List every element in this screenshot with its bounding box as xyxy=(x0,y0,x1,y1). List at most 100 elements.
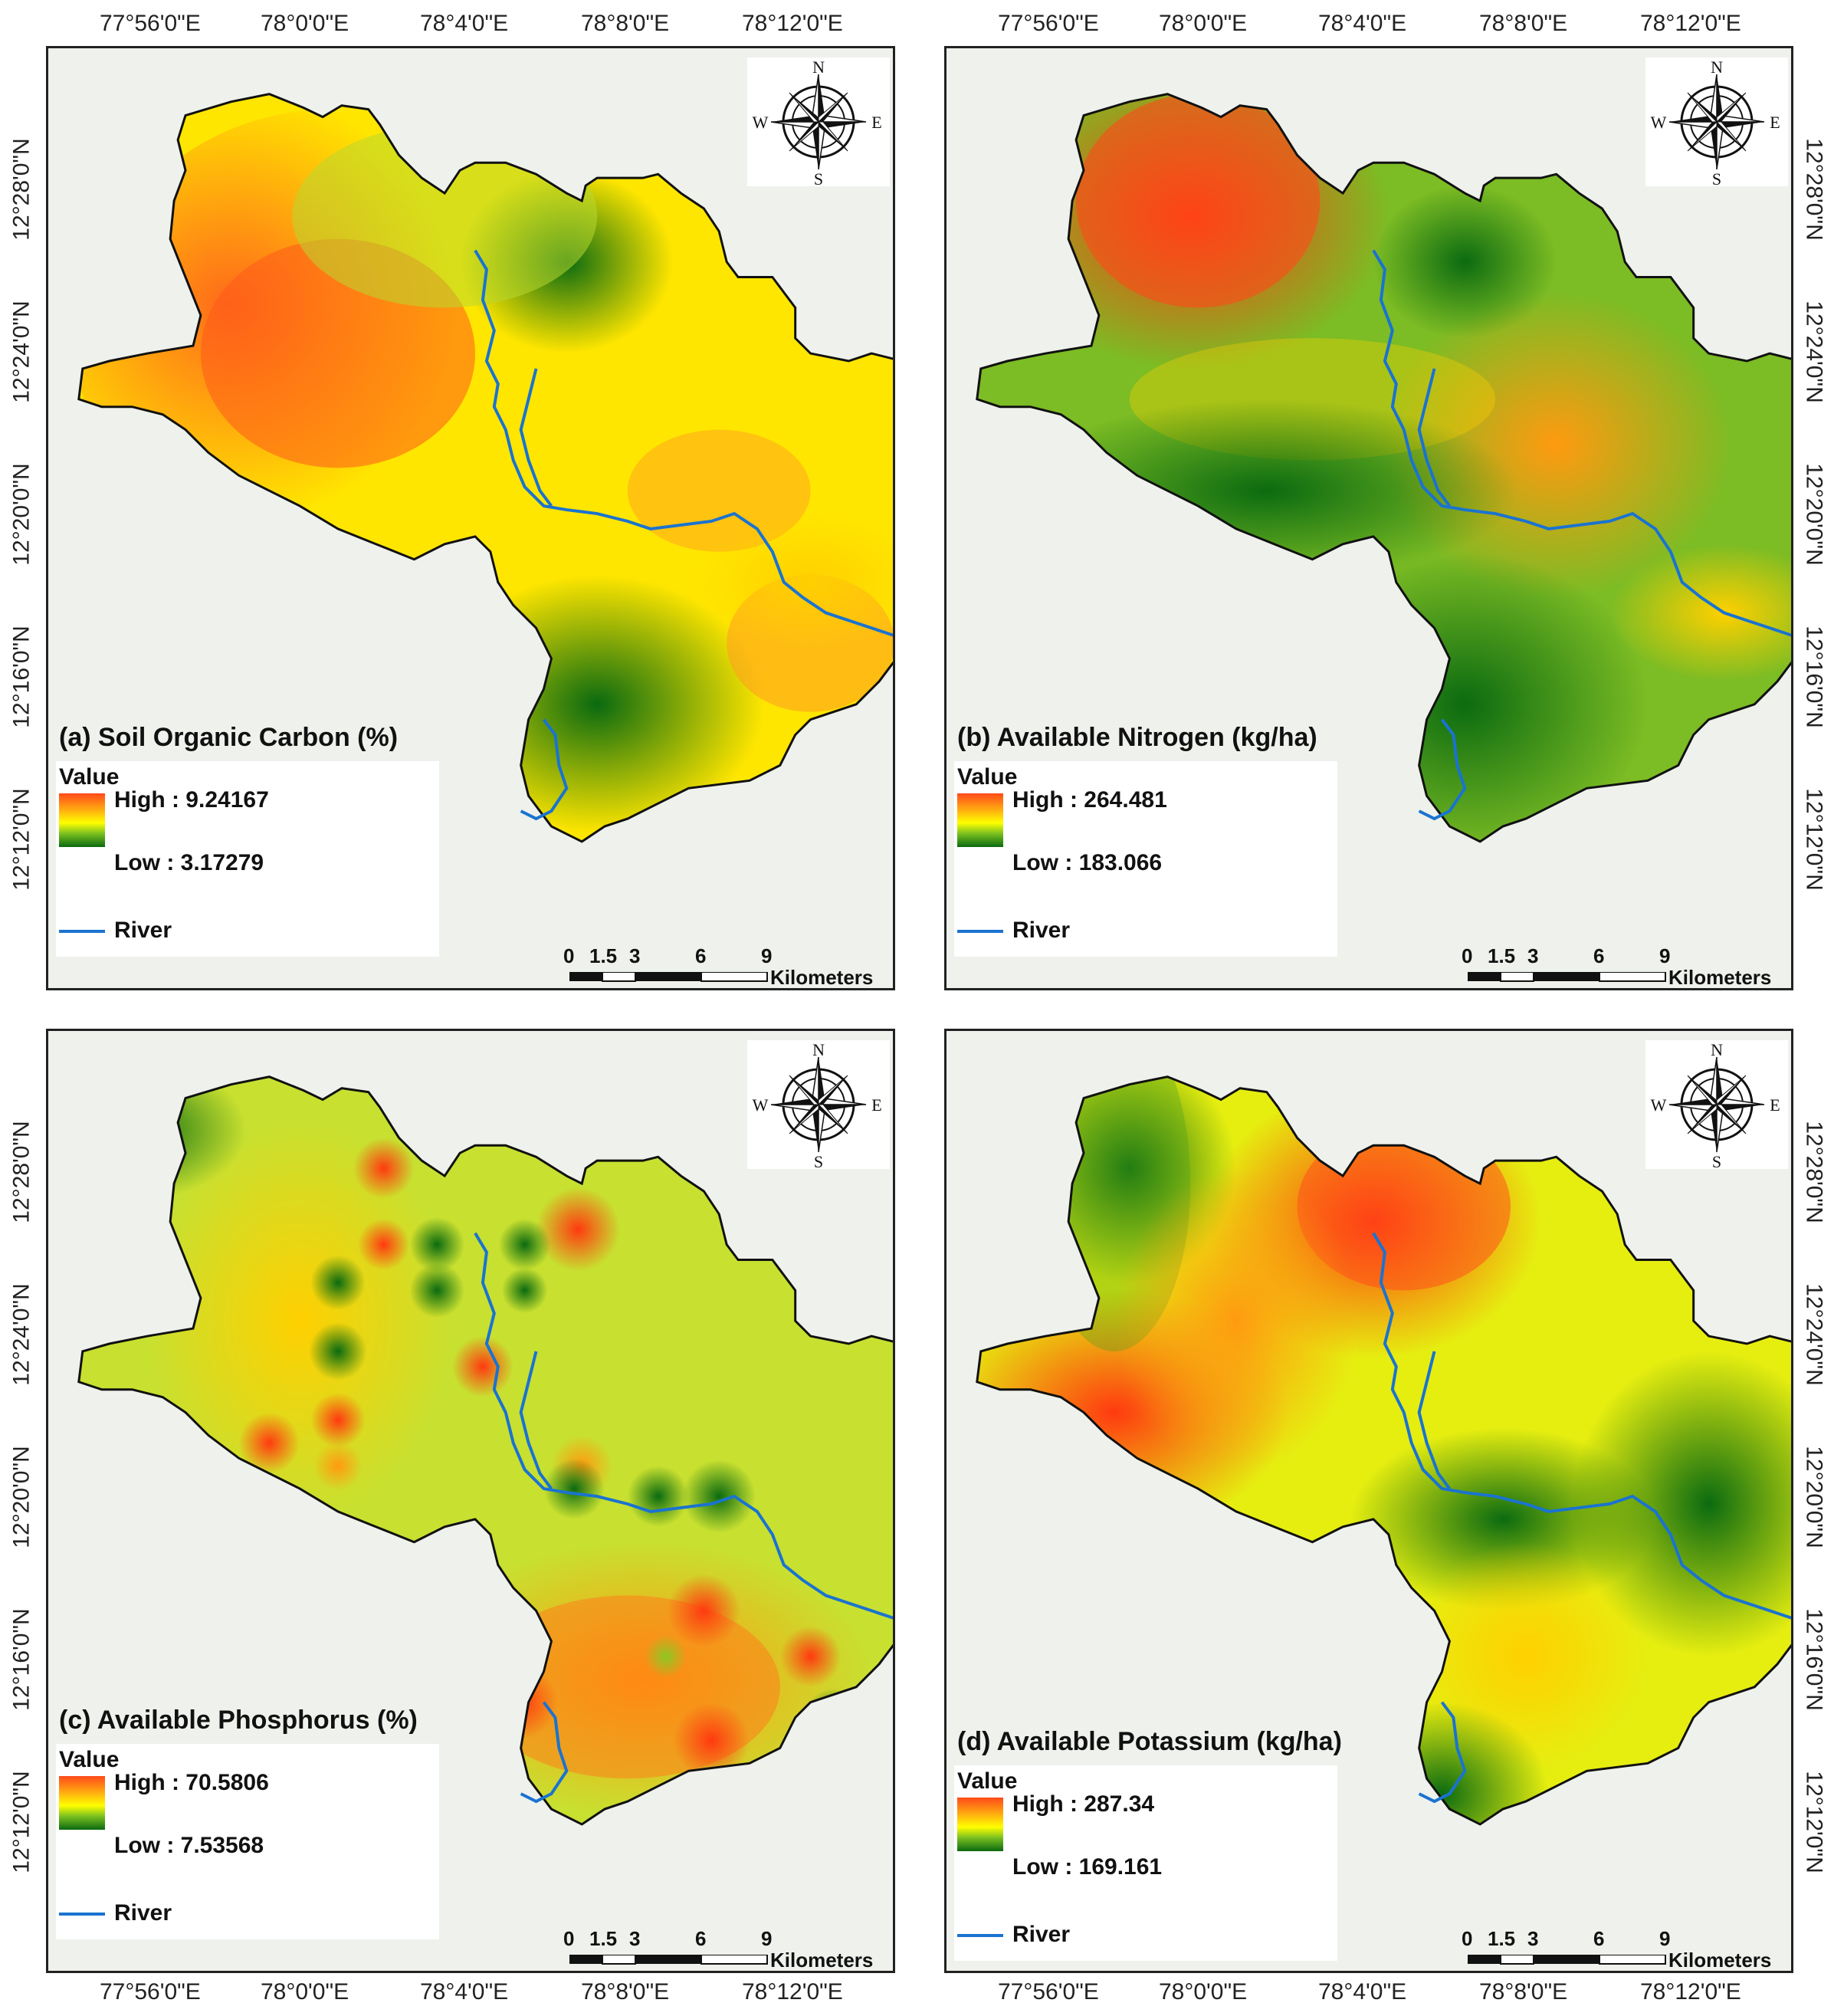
lat-tick: 12°16'0"N xyxy=(1801,625,1827,728)
scale-label: 9 xyxy=(761,944,773,967)
lon-tick: 78°4'0"E xyxy=(420,11,509,36)
lon-tick: 77°56'0"E xyxy=(100,11,201,36)
lat-tick: 12°16'0"N xyxy=(1801,1608,1827,1711)
scale-label: 0 xyxy=(1462,1927,1473,1950)
color-ramp xyxy=(59,1776,105,1830)
compass-w: W xyxy=(753,1095,769,1115)
river-line-icon xyxy=(957,1934,1003,1937)
scale-unit: Kilometers xyxy=(1668,1949,1772,1972)
legend-low: Low : 7.53568 xyxy=(114,1833,264,1858)
legend-river-label: River xyxy=(114,918,172,943)
scale-label: 3 xyxy=(1527,1927,1539,1950)
legend-river-label: River xyxy=(114,1900,172,1926)
lat-tick: 12°24'0"N xyxy=(1801,1283,1827,1386)
lon-tick: 78°0'0"E xyxy=(1159,11,1248,36)
scale-label: 0 xyxy=(563,944,575,967)
scale-label: 9 xyxy=(761,1927,773,1950)
lon-tick: 78°8'0"E xyxy=(581,11,670,36)
lat-tick: 12°28'0"N xyxy=(8,1121,34,1223)
scale-label: 6 xyxy=(1593,1927,1605,1950)
scale-unit: Kilometers xyxy=(770,966,874,989)
scale-bar: 0 1.5 3 6 9 Kilometers xyxy=(563,1924,893,1971)
scale-bar: 0 1.5 3 6 9 Kilometers xyxy=(1462,941,1791,988)
compass-w: W xyxy=(1651,113,1667,132)
legend: Value High : 264.481 Low : 183.066 River xyxy=(954,761,1337,957)
legend-high: High : 287.34 xyxy=(1012,1791,1155,1817)
lat-tick: 12°24'0"N xyxy=(1801,300,1827,403)
compass-n: N xyxy=(812,1040,825,1059)
scale-label: 1.5 xyxy=(589,944,618,967)
color-ramp xyxy=(957,1798,1003,1851)
legend-low: Low : 183.066 xyxy=(1012,850,1163,875)
lon-tick: 78°0'0"E xyxy=(1159,1979,1248,2005)
lat-tick: 12°16'0"N xyxy=(8,1608,34,1711)
lon-tick: 78°0'0"E xyxy=(261,11,349,36)
lat-tick: 12°24'0"N xyxy=(8,300,34,403)
scale-label: 1.5 xyxy=(1488,944,1516,967)
scale-bar: 0 1.5 3 6 9 Kilometers xyxy=(1462,1924,1791,1972)
scale-label: 3 xyxy=(1527,944,1539,967)
color-ramp xyxy=(59,793,105,847)
lat-tick: 12°28'0"N xyxy=(1801,138,1827,241)
compass-e: E xyxy=(871,1095,881,1115)
legend-high: High : 70.5806 xyxy=(114,1770,269,1795)
river-line-icon xyxy=(957,930,1003,933)
lon-tick: 78°12'0"E xyxy=(742,1979,843,2005)
lon-tick: 77°56'0"E xyxy=(998,1979,1099,2005)
scale-bar: 0 1.5 3 6 9 Kilometers xyxy=(563,941,893,989)
scale-label: 0 xyxy=(563,1927,575,1950)
soc-map xyxy=(77,93,893,843)
lat-tick: 12°24'0"N xyxy=(8,1283,34,1386)
legend-river-label: River xyxy=(1012,1922,1071,1947)
lat-tick: 12°12'0"N xyxy=(8,788,34,891)
scale-label: 0 xyxy=(1462,944,1473,967)
compass-n: N xyxy=(1711,1040,1723,1059)
lon-tick: 77°56'0"E xyxy=(998,11,1099,36)
legend-value-label: Value xyxy=(957,764,1018,790)
north-arrow: N S W E xyxy=(1645,57,1788,189)
lon-tick: 78°12'0"E xyxy=(1640,1979,1741,2005)
compass-s: S xyxy=(814,1152,823,1169)
lon-tick: 78°8'0"E xyxy=(1479,11,1568,36)
legend-high: High : 264.481 xyxy=(1012,787,1167,813)
lon-tick: 78°8'0"E xyxy=(581,1979,670,2005)
legend-high: High : 9.24167 xyxy=(114,787,269,813)
compass-s: S xyxy=(1712,169,1721,186)
lon-tick: 78°8'0"E xyxy=(1479,1979,1568,2005)
river-line-icon xyxy=(59,1913,105,1916)
panel-title: (a) Soil Organic Carbon (%) xyxy=(59,723,399,752)
nitrogen-map xyxy=(976,93,1791,843)
lon-tick: 78°4'0"E xyxy=(1318,11,1407,36)
panel-title: (d) Available Potassium (kg/ha) xyxy=(957,1727,1342,1756)
compass-e: E xyxy=(1770,113,1780,132)
scale-label: 6 xyxy=(695,944,707,967)
scale-label: 1.5 xyxy=(589,1927,618,1950)
legend-river-label: River xyxy=(1012,918,1071,943)
lat-tick: 12°12'0"N xyxy=(1801,1771,1827,1873)
scale-label: 1.5 xyxy=(1488,1927,1516,1950)
lat-tick: 12°20'0"N xyxy=(1801,463,1827,566)
north-arrow: N S W E xyxy=(1645,1040,1788,1171)
lat-tick: 12°12'0"N xyxy=(8,1771,34,1873)
compass-e: E xyxy=(1770,1095,1780,1115)
lon-tick: 78°12'0"E xyxy=(742,11,843,36)
phosphorus-map xyxy=(77,1075,893,1826)
lat-tick: 12°20'0"N xyxy=(1801,1446,1827,1548)
north-arrow: N S W E xyxy=(747,57,890,189)
scale-label: 3 xyxy=(629,1927,641,1950)
legend-value-label: Value xyxy=(59,1747,120,1772)
potassium-map xyxy=(976,1075,1791,1826)
scale-label: 6 xyxy=(695,1927,707,1950)
map-panel-b: (b) Available Nitrogen (kg/ha) Value Hig… xyxy=(944,46,1793,990)
scale-label: 9 xyxy=(1659,944,1671,967)
lat-tick: 12°28'0"N xyxy=(8,138,34,241)
panel-title: (b) Available Nitrogen (kg/ha) xyxy=(957,723,1317,752)
map-panel-c: (c) Available Phosphorus (%) Value High … xyxy=(46,1029,895,1973)
legend-low: Low : 3.17279 xyxy=(114,850,264,875)
lat-tick: 12°20'0"N xyxy=(8,463,34,566)
compass-s: S xyxy=(814,169,823,186)
north-arrow: N S W E xyxy=(747,1040,890,1171)
scale-label: 6 xyxy=(1593,944,1605,967)
compass-e: E xyxy=(871,113,881,132)
legend-value-label: Value xyxy=(957,1768,1018,1794)
